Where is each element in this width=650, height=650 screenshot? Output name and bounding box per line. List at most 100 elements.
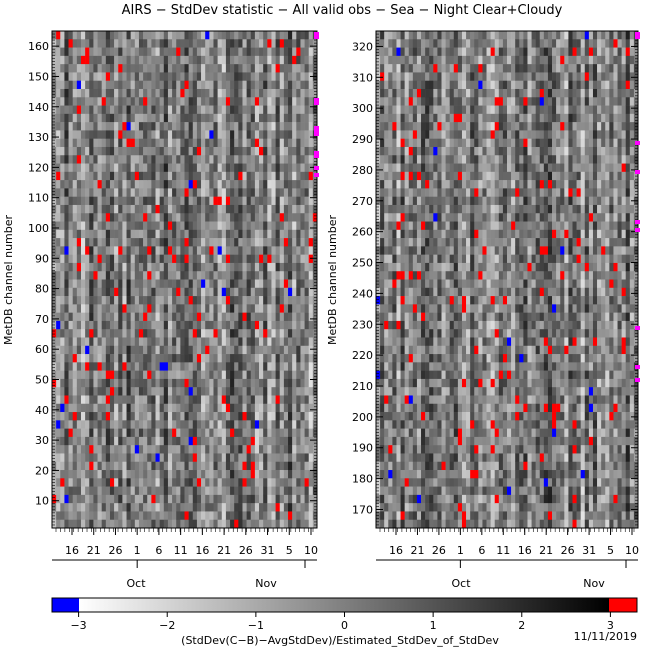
- heatmap-cell: [275, 478, 281, 487]
- heatmap-cell: [163, 296, 169, 305]
- heatmap-cell: [93, 428, 98, 438]
- heatmap-cell: [56, 204, 61, 214]
- heatmap-cell: [184, 395, 189, 405]
- heatmap-cell: [126, 39, 131, 48]
- heatmap-cell: [225, 229, 231, 239]
- heatmap-cell: [184, 320, 189, 330]
- heatmap-cell: [271, 262, 276, 272]
- heatmap-cell: [267, 453, 272, 463]
- heatmap-cell: [159, 113, 165, 123]
- heatmap-cell: [246, 412, 252, 421]
- heatmap-cell: [52, 337, 57, 347]
- heatmap-cell: [246, 519, 252, 529]
- heatmap-cell: [392, 72, 397, 81]
- heatmap-cell: [134, 304, 140, 313]
- heatmap-cell: [217, 39, 223, 48]
- heatmap-cell: [159, 180, 165, 189]
- heatmap-cell: [105, 395, 111, 405]
- heatmap-cell: [304, 511, 310, 521]
- heatmap-cell: [263, 403, 268, 413]
- heatmap-cell: [288, 204, 293, 214]
- heatmap-cell: [400, 31, 405, 40]
- heatmap-cell: [283, 420, 289, 429]
- heatmap-cell: [283, 72, 289, 81]
- heatmap-cell: [400, 312, 405, 322]
- heatmap-cell: [201, 387, 206, 396]
- heatmap-cell: [130, 362, 136, 371]
- heatmap-cell: [300, 412, 305, 421]
- heatmap-cell: [167, 171, 173, 181]
- heatmap-cell: [109, 64, 115, 73]
- heatmap-cell: [201, 296, 206, 305]
- heatmap-cell: [225, 478, 231, 487]
- heatmap-cell: [105, 72, 111, 81]
- heatmap-cell: [275, 72, 281, 81]
- heatmap-cell: [64, 238, 69, 247]
- heatmap-cell: [404, 97, 410, 106]
- heatmap-cell: [93, 130, 98, 139]
- heatmap-cell: [205, 254, 210, 264]
- heatmap-cell: [76, 72, 82, 81]
- heatmap-cell: [234, 503, 239, 512]
- heatmap-cell: [176, 287, 181, 297]
- heatmap-cell: [167, 370, 173, 380]
- heatmap-cell: [147, 80, 152, 90]
- heatmap-cell: [388, 486, 393, 496]
- heatmap-cell: [188, 420, 194, 429]
- heatmap-cell: [416, 453, 422, 463]
- heatmap-cell: [254, 420, 260, 429]
- heatmap-cell: [242, 279, 247, 289]
- heatmap-cell: [396, 445, 401, 454]
- heatmap-cell: [267, 246, 272, 255]
- heatmap-cell: [263, 146, 268, 156]
- heatmap-cell: [412, 387, 418, 396]
- heatmap-cell: [188, 279, 194, 289]
- heatmap-cell: [225, 511, 231, 521]
- heatmap-cell: [404, 511, 410, 521]
- heatmap-cell: [408, 72, 414, 81]
- heatmap-cell: [72, 130, 78, 139]
- heatmap-cell: [64, 486, 69, 496]
- heatmap-cell: [114, 254, 119, 264]
- heatmap-cell: [242, 329, 247, 338]
- heatmap-cell: [138, 229, 144, 239]
- heatmap-cell: [72, 88, 78, 98]
- heatmap-cell: [60, 31, 65, 40]
- heatmap-cell: [101, 412, 107, 421]
- heatmap-cell: [176, 155, 181, 164]
- heatmap-cell: [109, 31, 115, 40]
- heatmap-cell: [308, 304, 314, 313]
- heatmap-cell: [416, 180, 422, 189]
- heatmap-cell: [230, 80, 235, 90]
- heatmap-cell: [109, 287, 115, 297]
- heatmap-cell: [52, 204, 57, 214]
- heatmap-cell: [151, 312, 156, 322]
- heatmap-cell: [263, 378, 268, 388]
- heatmap-cell: [288, 72, 293, 81]
- heatmap-cell: [201, 221, 206, 231]
- heatmap-cell: [105, 370, 111, 380]
- heatmap-cell: [105, 304, 111, 313]
- heatmap-cell: [283, 163, 289, 173]
- heatmap-cell: [400, 88, 405, 98]
- heatmap-cell: [101, 196, 107, 206]
- heatmap-cell: [196, 146, 202, 156]
- heatmap-cell: [404, 412, 410, 421]
- heatmap-cell: [238, 486, 243, 496]
- heatmap-cell: [388, 478, 393, 487]
- heatmap-cell: [130, 453, 136, 463]
- heatmap-cell: [93, 246, 98, 255]
- heatmap-cell: [101, 470, 107, 479]
- heatmap-cell: [225, 97, 231, 106]
- heatmap-cell: [380, 519, 385, 529]
- heatmap-cell: [60, 163, 65, 173]
- heatmap-cell: [101, 221, 107, 231]
- heatmap-cell: [163, 387, 169, 396]
- heatmap-cell: [412, 494, 418, 504]
- heatmap-cell: [122, 171, 127, 181]
- heatmap-cell: [60, 122, 65, 131]
- heatmap-cell: [292, 445, 297, 454]
- heatmap-cell: [254, 453, 260, 463]
- heatmap-cell: [147, 188, 152, 197]
- heatmap-cell: [97, 97, 102, 106]
